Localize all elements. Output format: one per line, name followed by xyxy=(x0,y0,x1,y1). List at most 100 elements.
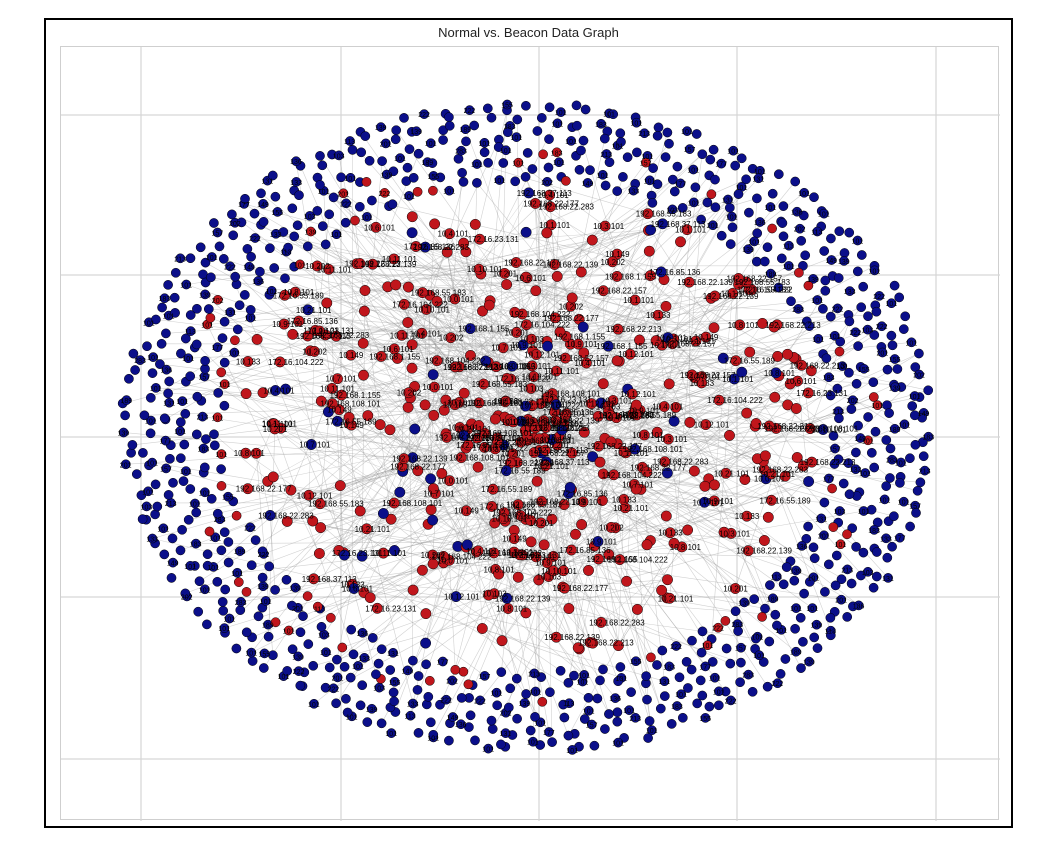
graph-edge xyxy=(343,405,533,553)
node-label: 183 xyxy=(663,664,675,671)
normal-node xyxy=(835,539,846,550)
beacon-node xyxy=(269,263,280,273)
normal-node xyxy=(313,548,325,559)
node-label: 101 xyxy=(199,587,211,594)
beacon-node xyxy=(727,211,737,222)
graph-edge xyxy=(285,388,384,514)
beacon-node xyxy=(641,671,651,681)
beacon-node xyxy=(127,440,138,450)
beacon-node xyxy=(486,715,497,726)
node-label: 101 xyxy=(858,509,870,516)
beacon-node xyxy=(272,207,283,217)
beacon-node xyxy=(212,508,223,519)
graph-edge xyxy=(556,404,637,638)
beacon-node xyxy=(871,571,882,582)
node-label: 101 xyxy=(143,320,155,327)
beacon-node xyxy=(600,180,611,191)
node-label: 101 xyxy=(565,139,577,146)
graph-edge xyxy=(313,578,776,615)
graph-edge xyxy=(262,344,524,393)
graph-edge xyxy=(407,322,861,439)
beacon-node xyxy=(152,501,163,512)
graph-edge xyxy=(506,179,747,285)
graph-edge xyxy=(565,336,663,346)
node-label: 202 xyxy=(212,298,224,305)
beacon-node xyxy=(302,241,313,252)
beacon-node xyxy=(482,103,493,114)
beacon-node xyxy=(118,427,129,438)
normal-node xyxy=(406,362,418,374)
beacon-node xyxy=(328,192,339,203)
beacon-node xyxy=(165,453,175,464)
beacon-node xyxy=(727,222,738,233)
beacon-node xyxy=(425,138,436,149)
normal-node xyxy=(762,511,774,523)
node-label: 10.12.101 xyxy=(618,350,654,359)
node-label: 222 xyxy=(244,525,256,532)
beacon-node xyxy=(185,484,196,494)
node-label: 10.0.101 xyxy=(443,295,475,304)
beacon-node xyxy=(219,357,230,368)
beacon-node xyxy=(686,664,697,675)
graph-edge xyxy=(199,343,579,582)
beacon-node xyxy=(682,126,692,136)
node-label: 192.168.1.155 xyxy=(587,555,639,564)
node-label: 101 xyxy=(320,650,332,657)
beacon-node xyxy=(859,363,869,374)
node-label: 133 xyxy=(358,656,370,663)
graph-edge xyxy=(407,507,626,671)
node-label: 101 xyxy=(909,394,921,401)
beacon-node xyxy=(185,310,196,320)
beacon-node xyxy=(470,735,480,746)
beacon-node xyxy=(181,279,192,290)
beacon-node xyxy=(223,557,234,568)
graph-edge xyxy=(186,232,547,285)
beacon-node xyxy=(180,333,191,344)
beacon-node xyxy=(758,657,769,667)
beacon-node xyxy=(762,242,773,253)
beacon-node xyxy=(618,172,628,182)
beacon-node xyxy=(543,162,554,173)
node-label: 10.201 xyxy=(493,269,518,278)
node-label: 10.8.101 xyxy=(234,449,266,458)
beacon-node xyxy=(704,701,715,712)
beacon-node xyxy=(652,130,663,141)
node-label: 222 xyxy=(670,644,682,651)
node-label: 113 xyxy=(783,244,794,251)
beacon-node xyxy=(869,462,880,473)
beacon-node xyxy=(256,188,266,199)
graph-edge xyxy=(525,338,819,407)
beacon-node xyxy=(437,656,448,667)
beacon-node xyxy=(853,420,863,431)
graph-edge xyxy=(338,550,589,699)
graph-edge xyxy=(494,150,507,524)
beacon-node xyxy=(869,525,880,535)
beacon-node xyxy=(161,328,171,339)
node-label: 222 xyxy=(379,191,391,198)
beacon-node xyxy=(219,527,230,538)
beacon-node xyxy=(341,693,351,704)
node-label: 172.16.23.131 xyxy=(332,549,384,558)
node-label: 172.16.55.189 xyxy=(481,485,533,494)
beacon-node xyxy=(844,367,854,378)
beacon-node xyxy=(596,118,606,129)
beacon-node xyxy=(898,324,909,334)
graph-edge xyxy=(300,165,503,641)
beacon-node xyxy=(783,261,794,271)
graph-edge xyxy=(319,265,875,554)
graph-edge xyxy=(447,251,767,479)
graph-edge xyxy=(371,200,752,290)
beacon-node xyxy=(180,588,191,599)
graph-edge xyxy=(552,393,603,501)
beacon-node xyxy=(255,266,265,277)
beacon-node xyxy=(130,365,140,375)
beacon-node xyxy=(803,476,815,487)
beacon-node xyxy=(547,737,557,747)
node-label: 10.0.101 xyxy=(422,383,454,392)
beacon-node xyxy=(157,302,167,313)
beacon-node xyxy=(525,725,536,736)
beacon-node xyxy=(267,170,278,181)
node-label: 10.149 xyxy=(547,433,572,442)
graph-edge xyxy=(489,110,508,306)
node-label: 10.202 xyxy=(302,347,327,356)
